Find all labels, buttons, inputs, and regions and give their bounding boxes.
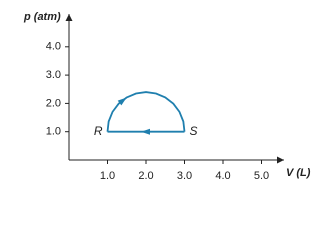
x-tick-label: 2.0 — [138, 170, 153, 182]
y-tick-label: 3.0 — [46, 69, 61, 81]
y-tick-label: 4.0 — [46, 41, 61, 53]
point-label: R — [94, 124, 103, 138]
y-axis-label: p (atm) — [23, 11, 61, 23]
x-axis-label: V (L) — [286, 167, 311, 179]
direction-arrow — [141, 128, 151, 135]
x-tick-label: 5.0 — [254, 170, 269, 182]
y-tick-label: 1.0 — [46, 126, 61, 138]
chart: p (atm) V (L) 1.0 2.0 3.0 4.0 1.0 2.0 3.0 4.0 5.… — [23, 11, 311, 182]
process-path — [106, 91, 186, 132]
x-tick-label: 4.0 — [215, 170, 230, 182]
x-tick-label: 1.0 — [100, 170, 115, 182]
point-label: S — [190, 124, 198, 138]
y-tick-label: 2.0 — [46, 97, 61, 109]
direction-arrow — [117, 97, 127, 106]
x-tick-label: 3.0 — [177, 170, 192, 182]
